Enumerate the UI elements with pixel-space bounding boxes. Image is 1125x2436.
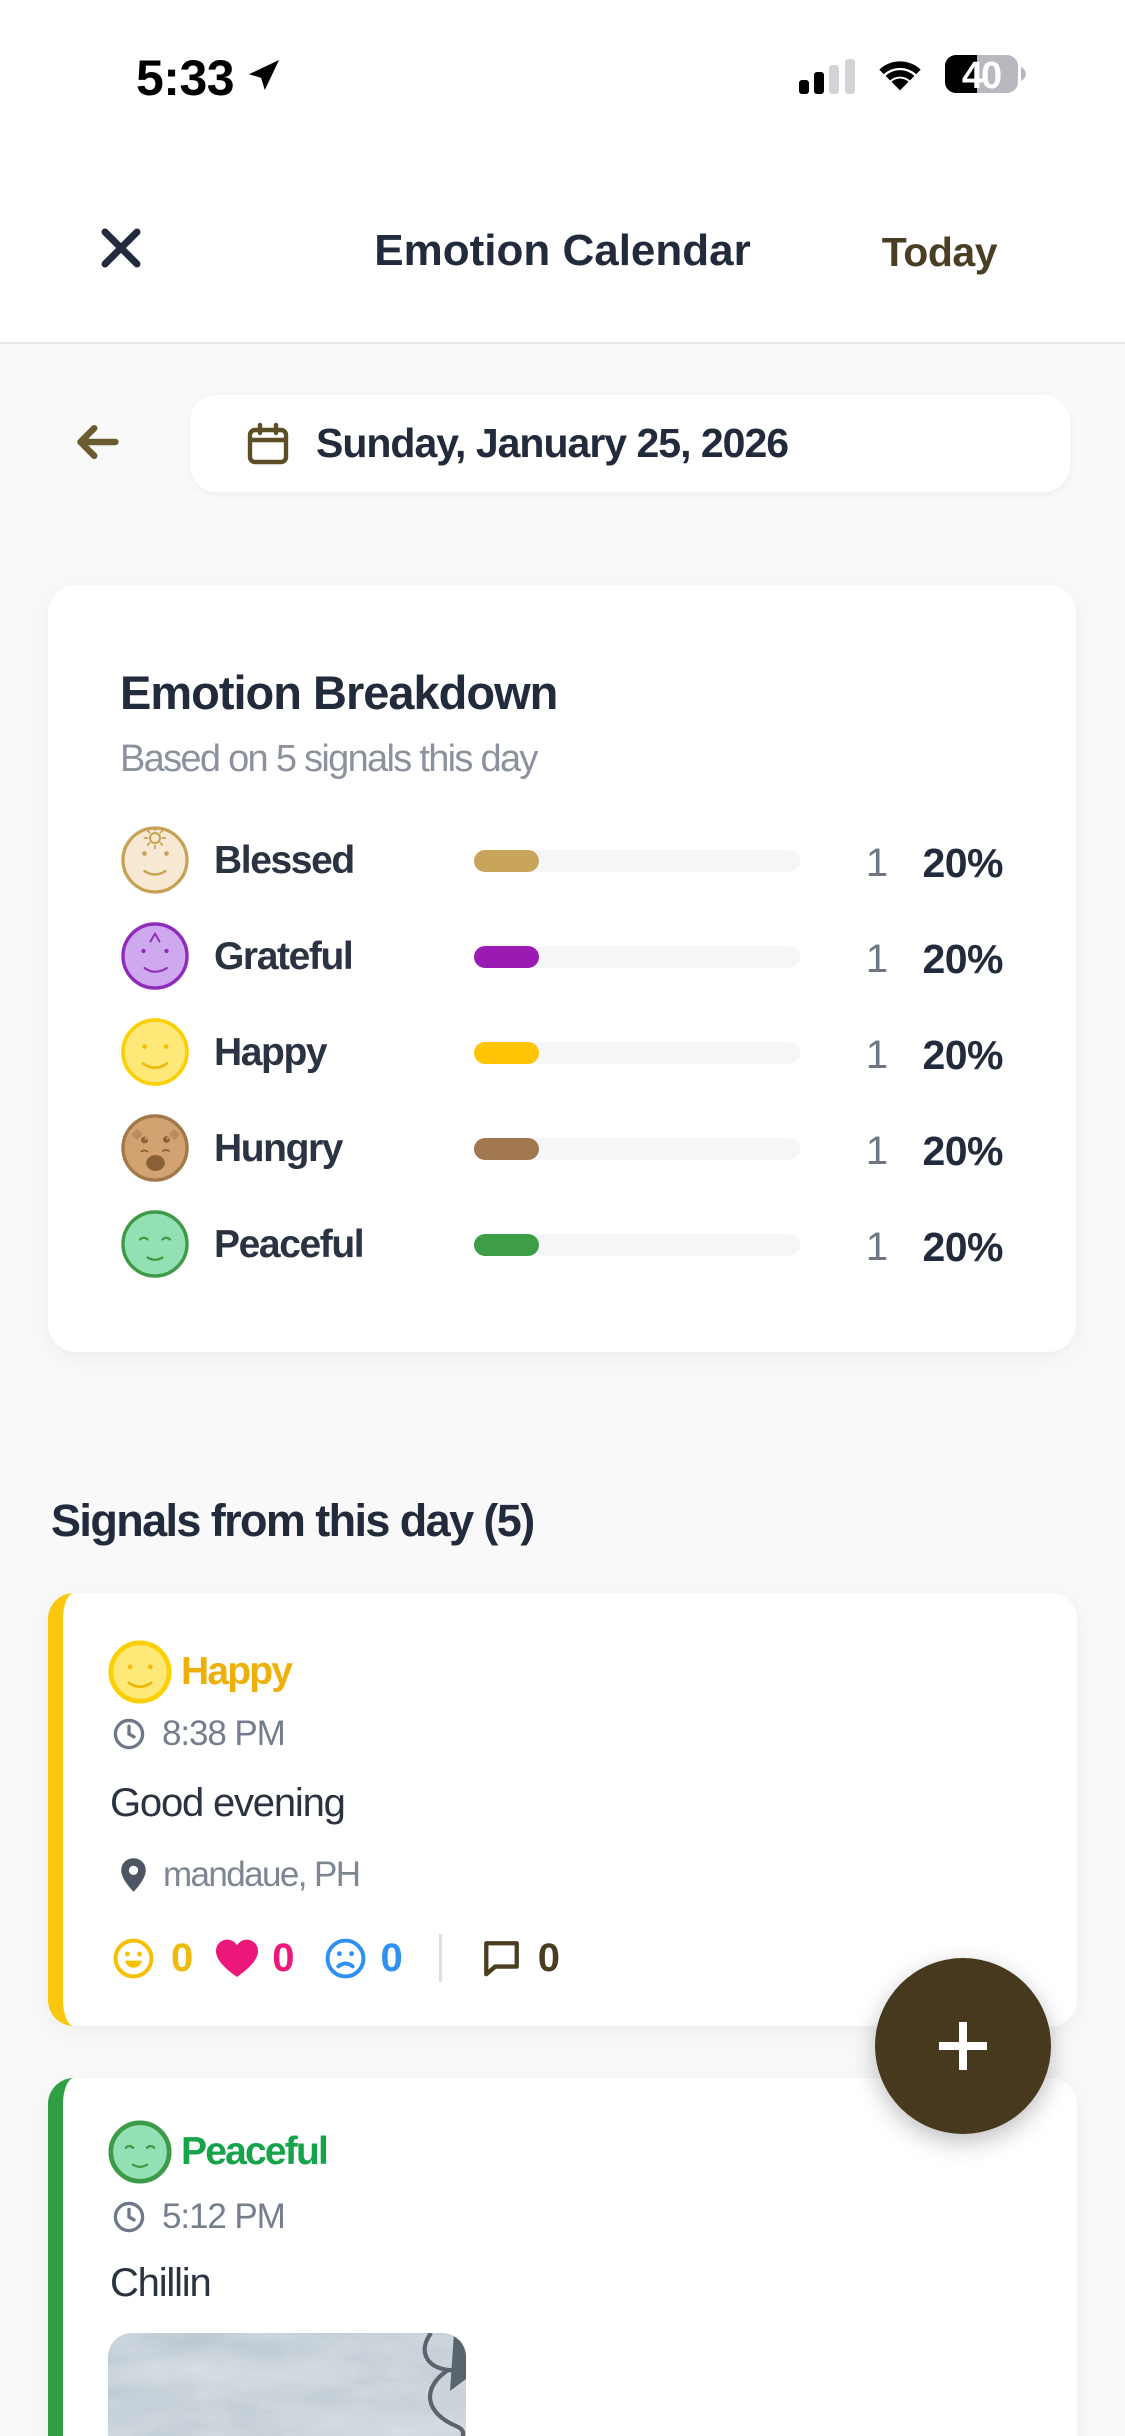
svg-text:40: 40	[962, 55, 1001, 93]
